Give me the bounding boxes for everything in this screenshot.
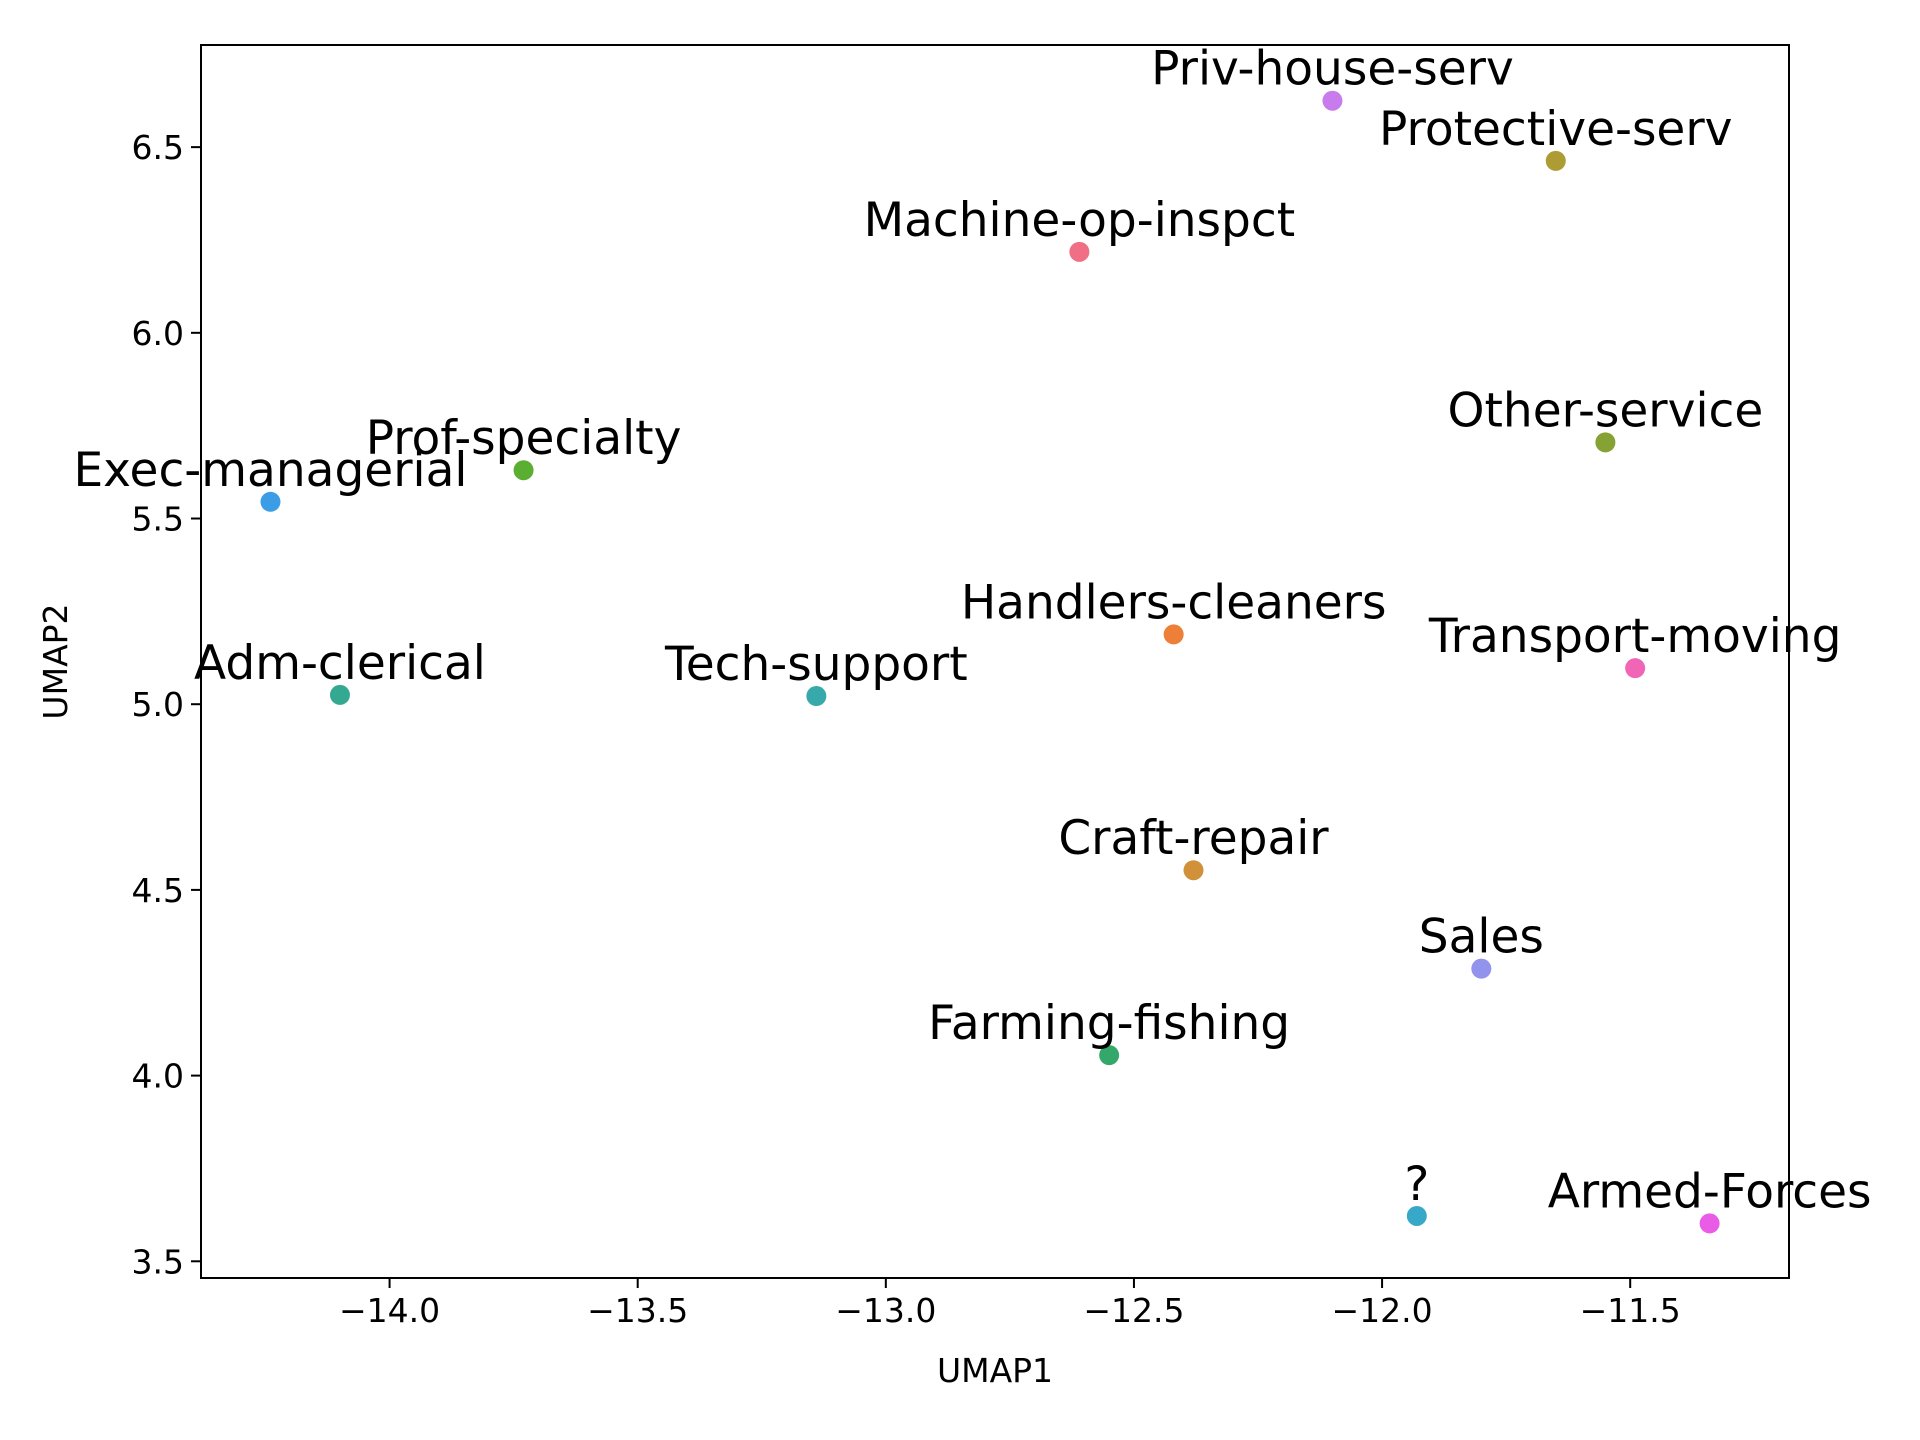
x-tick-label: −12.0 <box>1332 1291 1433 1330</box>
data-point <box>1322 90 1343 111</box>
point-label: Adm-clerical <box>194 636 486 691</box>
point-label: Exec-managerial <box>73 443 467 498</box>
x-axis-title: UMAP1 <box>937 1351 1053 1390</box>
data-point <box>260 491 281 512</box>
data-point <box>1545 150 1566 171</box>
y-tick-label: 3.5 <box>132 1242 184 1281</box>
x-tick-label: −13.5 <box>587 1291 688 1330</box>
data-point <box>513 460 534 481</box>
point-label: Armed-Forces <box>1548 1164 1872 1219</box>
point-label: Tech-support <box>664 637 968 692</box>
point-label: Handlers-cleaners <box>961 575 1387 630</box>
x-tick-label: −11.5 <box>1580 1291 1681 1330</box>
point-label: Transport-moving <box>1428 609 1842 664</box>
data-point <box>1069 241 1090 262</box>
x-axis: −14.0 −13.5 −13.0 −12.5 −12.0 −11.5 <box>339 1278 1681 1330</box>
data-point <box>1099 1045 1120 1066</box>
data-point <box>806 686 827 707</box>
point-label: Other-service <box>1448 383 1764 438</box>
point-label: Machine-op-inspct <box>864 193 1296 248</box>
plot-area-frame <box>200 44 1790 1279</box>
x-tick-label: −12.5 <box>1083 1291 1184 1330</box>
y-tick-label: 4.5 <box>132 871 184 910</box>
point-label: ? <box>1404 1157 1429 1212</box>
point-label: Prof-specialty <box>366 411 682 466</box>
x-tick-label: −13.0 <box>835 1291 936 1330</box>
point-label: Farming-fishing <box>928 996 1290 1051</box>
data-point <box>1406 1205 1427 1226</box>
y-tick-label: 5.5 <box>132 500 184 539</box>
x-tick-label: −14.0 <box>339 1291 440 1330</box>
point-label: Priv-house-serv <box>1151 42 1514 97</box>
y-tick-label: 6.0 <box>132 314 184 353</box>
point-label: Protective-serv <box>1379 102 1732 157</box>
point-label: Sales <box>1419 910 1544 965</box>
data-point <box>1183 860 1204 881</box>
data-point <box>1595 432 1616 453</box>
data-point <box>1471 958 1492 979</box>
y-tick-label: 6.5 <box>132 128 184 167</box>
y-axis-title: UMAP2 <box>36 603 75 719</box>
data-point <box>1625 658 1646 679</box>
data-point <box>329 684 350 705</box>
data-points-layer <box>260 90 1720 1234</box>
y-tick-label: 4.0 <box>132 1057 184 1096</box>
y-tick-label: 5.0 <box>132 685 184 724</box>
data-point <box>1699 1213 1720 1234</box>
y-axis: 3.5 4.0 4.5 5.0 5.5 6.0 6.5 <box>132 128 201 1281</box>
point-label: Craft-repair <box>1058 811 1329 866</box>
data-point <box>1163 624 1184 645</box>
